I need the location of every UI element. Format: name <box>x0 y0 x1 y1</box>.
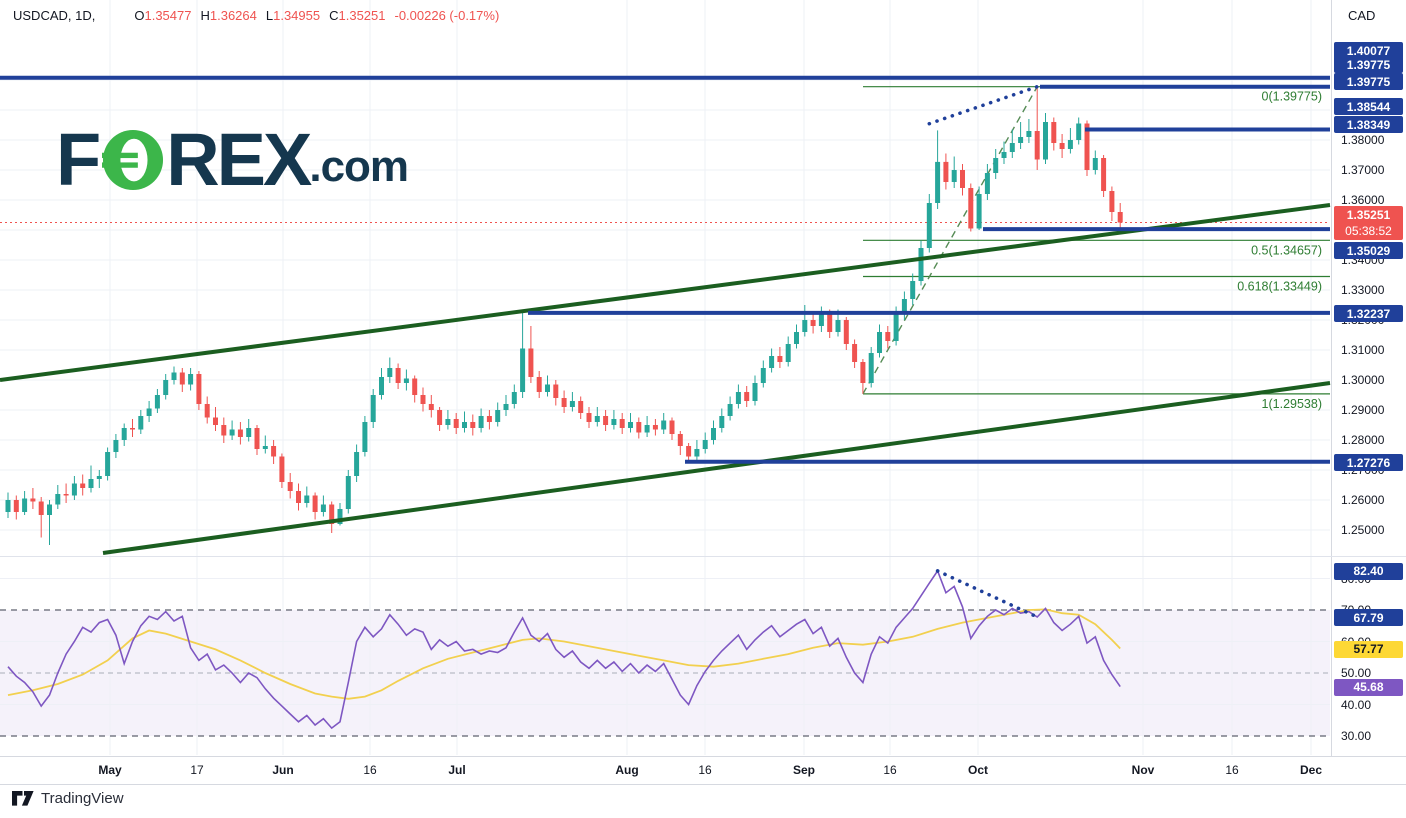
time-axis[interactable]: May 17 Jun 16 Jul Aug 16 Sep 16 Oct Nov 16 Dec <box>0 756 1406 785</box>
close-value: 1.35251 <box>338 8 386 23</box>
low-value: 1.34955 <box>273 8 321 23</box>
rsi-line <box>7 569 1121 730</box>
channel-trendline[interactable] <box>102 381 1331 555</box>
price-axis-tick: 1.33000 <box>1341 283 1385 297</box>
price-axis-tick: 1.28000 <box>1341 433 1385 447</box>
bar-countdown: 05:38:52 <box>1345 224 1392 238</box>
high-value: 1.36264 <box>209 8 257 23</box>
price-level-label: 1.35029 <box>1334 242 1403 259</box>
fib-level-label: 0(1.39775) <box>1262 90 1322 104</box>
fib-level-label: 0.618(1.33449) <box>1237 280 1322 294</box>
fib-level-label: 0.5(1.34657) <box>1251 243 1322 257</box>
close-label: C <box>329 8 339 23</box>
price-divergence-dotted-line[interactable] <box>927 84 1039 126</box>
tradingview-logo[interactable]: TradingView <box>12 790 124 807</box>
price-axis-tick: 1.26000 <box>1341 493 1385 507</box>
time-axis-label: 16 <box>1225 763 1239 777</box>
time-axis-label: Oct <box>967 763 989 777</box>
time-axis-label: Sep <box>792 763 816 777</box>
pane-separator[interactable] <box>0 556 1406 557</box>
rsi-axis-tick: 50.00 <box>1341 666 1372 680</box>
high-label: H <box>200 8 210 23</box>
low-label: L <box>265 8 274 23</box>
price-axis-tick: 1.38000 <box>1341 133 1385 147</box>
rsi-ma-line <box>7 608 1121 700</box>
price-level-label: 1.27276 <box>1334 454 1403 471</box>
price-level-label: 1.39775 <box>1334 73 1403 90</box>
channel-trendline[interactable] <box>0 203 1331 382</box>
time-axis-label: Nov <box>1131 763 1155 777</box>
symbol-ohlc-bar[interactable]: USDCAD, 1D, O 1.35477 H 1.36264 L 1.34955 C… <box>13 8 499 23</box>
price-axis-tick: 1.37000 <box>1341 163 1385 177</box>
change-value: -0.00226 (-0.17%) <box>394 8 500 23</box>
price-level-label: 1.32237 <box>1334 305 1403 322</box>
price-axis-tick: 1.30000 <box>1341 373 1385 387</box>
time-axis-label: Jul <box>448 763 466 777</box>
rsi-axis-tick: 30.00 <box>1341 729 1372 743</box>
price-axis-tick: 1.36000 <box>1341 193 1385 207</box>
rsi-value-label: 45.68 <box>1334 678 1403 696</box>
main-price-pane[interactable]: 0(1.39775) 0.5(1.34657) 0.618(1.33449) 1(1.… <box>0 0 1331 556</box>
price-axis-tick: 1.25000 <box>1341 523 1385 537</box>
time-axis-label: 17 <box>190 763 204 777</box>
open-value: 1.35477 <box>144 8 192 23</box>
price-level-label: 1.40077 <box>1334 42 1403 59</box>
time-axis-label: Dec <box>1299 763 1323 777</box>
fib-trend-connector[interactable] <box>862 86 1038 395</box>
price-level-label: 1.38349 <box>1334 116 1403 133</box>
price-axis[interactable]: 1.380001.370001.360001.350001.340001.330… <box>1331 0 1406 783</box>
candle-wicks <box>7 86 1121 545</box>
price-axis-tick: 1.31000 <box>1341 343 1385 357</box>
rsi-value-label: 57.77 <box>1334 640 1403 658</box>
fib-level-label: 1(1.29538) <box>1262 397 1322 411</box>
price-level-label: 1.38544 <box>1334 98 1403 115</box>
open-label: O <box>134 8 145 23</box>
price-level-label: 1.39775 <box>1334 56 1403 73</box>
time-axis-label: 16 <box>363 763 377 777</box>
time-axis-label: 16 <box>883 763 897 777</box>
current-price-label: 1.35251 05:38:52 <box>1334 206 1403 240</box>
tradingview-icon <box>12 791 34 806</box>
rsi-indicator-pane[interactable] <box>0 556 1331 755</box>
time-axis-label: 16 <box>698 763 712 777</box>
rsi-axis-tick: 40.00 <box>1341 697 1372 712</box>
quote-currency-label: CAD <box>1348 8 1376 23</box>
price-axis-tick: 1.29000 <box>1341 403 1385 417</box>
time-axis-label: Jun <box>272 763 294 777</box>
rsi-value-label: 82.40 <box>1334 562 1403 580</box>
tradingview-logo-text: TradingView <box>41 790 124 807</box>
time-axis-label: May <box>98 763 122 777</box>
rsi-value-label: 67.79 <box>1334 609 1403 626</box>
candle-bodies <box>5 122 1123 524</box>
time-axis-label: Aug <box>615 763 639 777</box>
symbol-title: USDCAD, 1D, <box>13 8 96 23</box>
